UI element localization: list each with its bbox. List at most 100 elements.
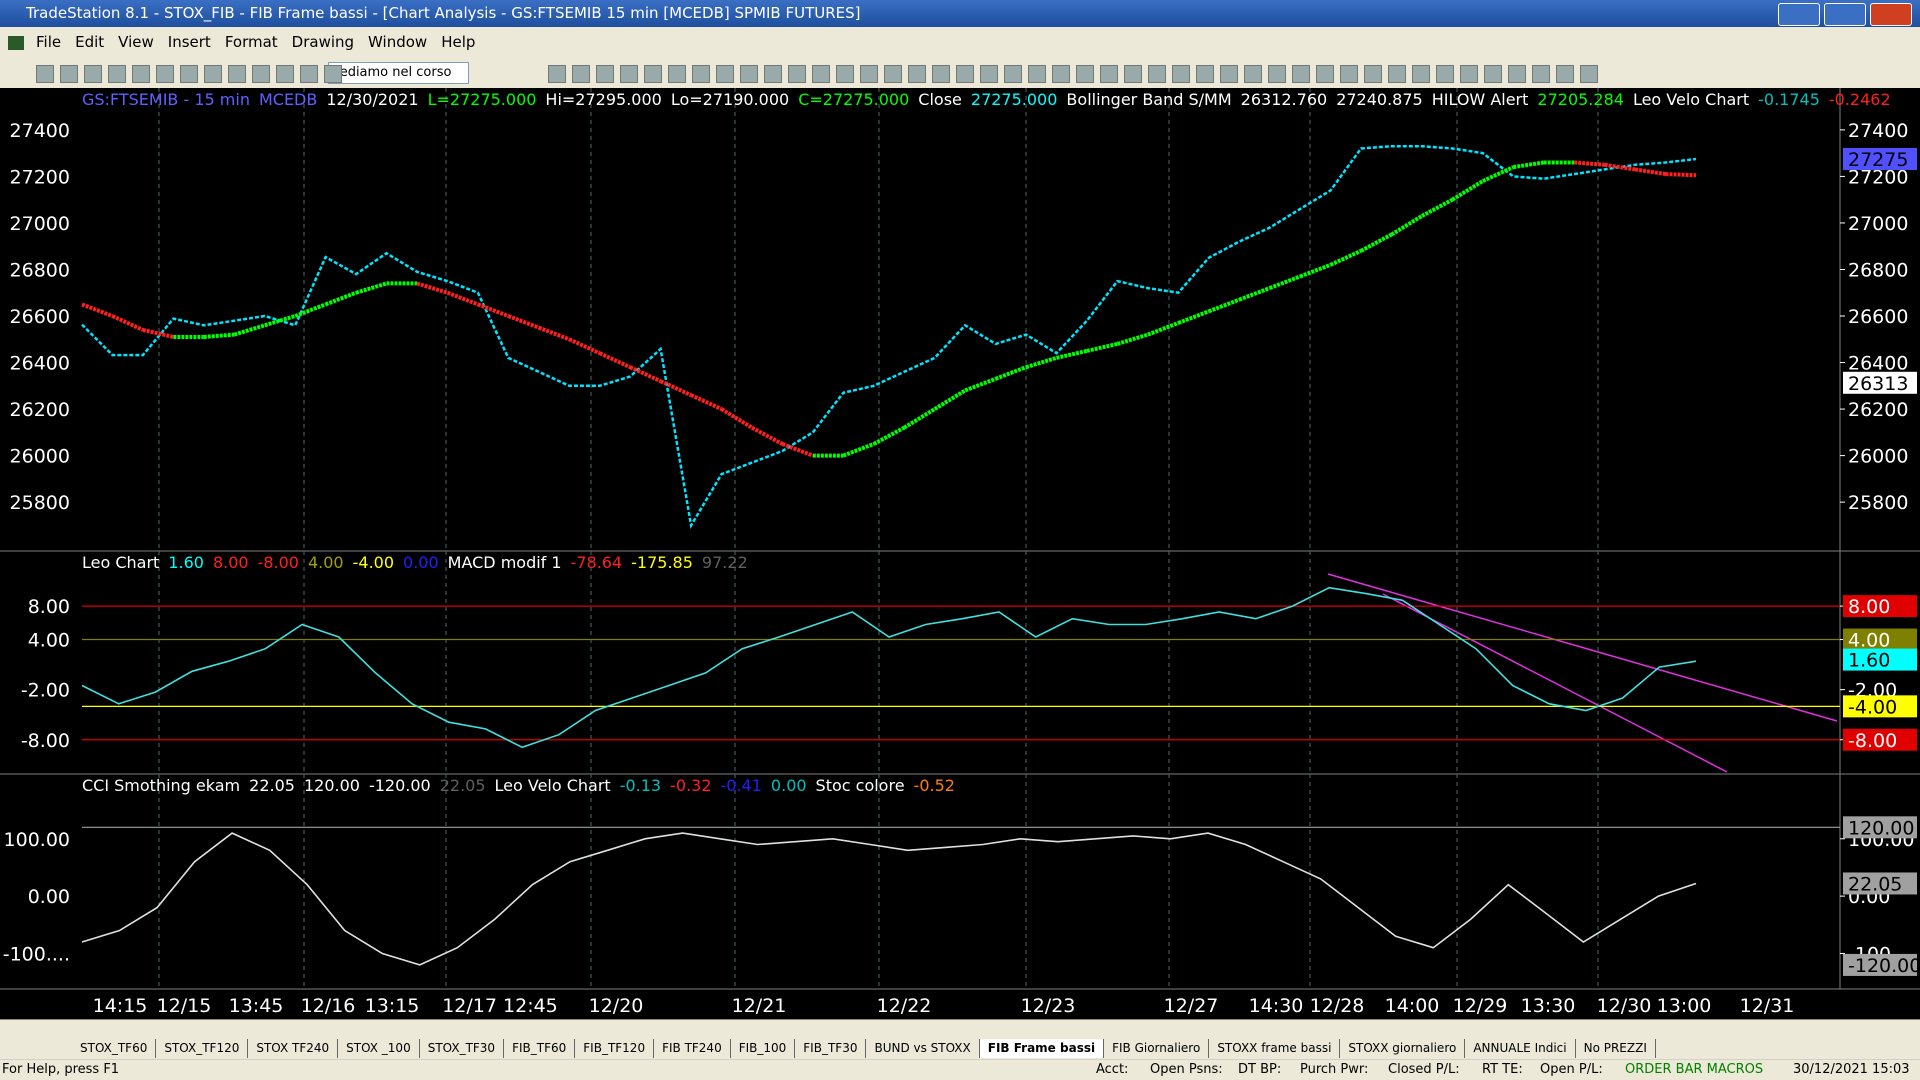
tool-button[interactable] xyxy=(1532,65,1550,83)
price-badge xyxy=(1843,816,1917,839)
sheet-tab[interactable]: STOX_TF120 xyxy=(156,1039,249,1058)
tool-button[interactable] xyxy=(884,65,902,83)
window-button[interactable] xyxy=(1778,3,1820,26)
sheet-tab[interactable]: FIB TF240 xyxy=(654,1039,731,1058)
tool-button[interactable] xyxy=(204,65,222,83)
tool-button[interactable] xyxy=(1460,65,1478,83)
sheet-tab[interactable]: FIB Giornaliero xyxy=(1104,1039,1210,1058)
tool-button[interactable] xyxy=(324,65,342,83)
tool-button[interactable] xyxy=(1412,65,1430,83)
tool-button[interactable] xyxy=(1508,65,1526,83)
price-badge-label: 22.05 xyxy=(1848,873,1902,895)
tool-button[interactable] xyxy=(1004,65,1022,83)
menu-item[interactable]: Drawing xyxy=(291,33,355,51)
sheet-tab[interactable]: BUND vs STOXX xyxy=(866,1039,980,1058)
menu-item[interactable]: Insert xyxy=(167,33,211,51)
tool-button[interactable] xyxy=(860,65,878,83)
menu-item[interactable]: Edit xyxy=(75,33,105,51)
tool-button[interactable] xyxy=(252,65,270,83)
tool-button[interactable] xyxy=(740,65,758,83)
tool-button[interactable] xyxy=(300,65,318,83)
scrollbar[interactable] xyxy=(0,1019,1920,1039)
tool-button[interactable] xyxy=(716,65,734,83)
menu-item[interactable]: File xyxy=(36,33,62,51)
tool-button[interactable] xyxy=(836,65,854,83)
sheet-tab[interactable]: STOXX giornaliero xyxy=(1340,1039,1466,1058)
tool-button[interactable] xyxy=(812,65,830,83)
indicator-line xyxy=(81,586,1697,749)
tool-button[interactable] xyxy=(1580,65,1598,83)
tool-button[interactable] xyxy=(548,65,566,83)
tool-button[interactable] xyxy=(1292,65,1310,83)
sheet-tab[interactable]: FIB_TF120 xyxy=(575,1039,655,1058)
sheet-tab[interactable]: No PREZZI xyxy=(1576,1039,1656,1058)
sheet-tab[interactable]: STOX_TF60 xyxy=(72,1039,157,1058)
tool-button[interactable] xyxy=(156,65,174,83)
x-tick-label: 14:30 xyxy=(1249,995,1304,1017)
tool-button[interactable] xyxy=(180,65,198,83)
tool-button[interactable] xyxy=(1556,65,1574,83)
menu-item[interactable]: View xyxy=(118,33,154,51)
window-button[interactable] xyxy=(1870,3,1912,26)
tool-button[interactable] xyxy=(1244,65,1262,83)
sheet-tab[interactable]: FIB_TF60 xyxy=(504,1039,576,1058)
sheet-tab[interactable]: STOXX frame bassi xyxy=(1209,1039,1341,1058)
tool-button[interactable] xyxy=(1316,65,1334,83)
tool-button[interactable] xyxy=(572,65,590,83)
tool-button[interactable] xyxy=(228,65,246,83)
tool-button[interactable] xyxy=(596,65,614,83)
tool-button[interactable] xyxy=(36,65,54,83)
sheet-tab[interactable]: FIB Frame bassi xyxy=(979,1039,1105,1058)
tool-button[interactable] xyxy=(1484,65,1502,83)
moving-average xyxy=(477,302,510,318)
tool-button[interactable] xyxy=(644,65,662,83)
moving-average xyxy=(872,425,906,446)
tool-button[interactable] xyxy=(956,65,974,83)
tool-button[interactable] xyxy=(1028,65,1046,83)
sheet-tab[interactable]: STOX TF240 xyxy=(248,1039,339,1058)
tool-button[interactable] xyxy=(980,65,998,83)
sheet-tab[interactable]: FIB_TF30 xyxy=(795,1039,867,1058)
tool-button[interactable] xyxy=(764,65,782,83)
menu-item[interactable]: Format xyxy=(224,33,278,51)
y-tick-label: 27400 xyxy=(10,120,70,142)
x-tick-label: 12/22 xyxy=(877,995,932,1017)
tool-button[interactable] xyxy=(132,65,150,83)
menu-item[interactable]: Help xyxy=(441,33,476,51)
tool-button[interactable] xyxy=(1340,65,1358,83)
y-tick-label: 26600 xyxy=(10,306,70,328)
sheet-tab[interactable]: ANNUALE Indici xyxy=(1465,1039,1576,1058)
tool-button[interactable] xyxy=(692,65,710,83)
tool-button[interactable] xyxy=(1100,65,1118,83)
x-tick-label: 13:45 xyxy=(229,995,284,1017)
combo-box[interactable]: vediamo nel corso xyxy=(328,62,469,84)
tool-button[interactable] xyxy=(788,65,806,83)
moving-average xyxy=(781,442,814,458)
sheet-tab[interactable]: STOX _100 xyxy=(338,1039,420,1058)
tool-button[interactable] xyxy=(620,65,638,83)
tool-button[interactable] xyxy=(668,65,686,83)
window-button[interactable] xyxy=(1824,3,1866,26)
tool-button[interactable] xyxy=(108,65,126,83)
tool-button[interactable] xyxy=(1436,65,1454,83)
tool-button[interactable] xyxy=(1148,65,1166,83)
tool-button[interactable] xyxy=(932,65,950,83)
tool-button[interactable] xyxy=(1124,65,1142,83)
sheet-tab[interactable]: FIB_100 xyxy=(731,1039,796,1058)
tool-button[interactable] xyxy=(1388,65,1406,83)
tool-button[interactable] xyxy=(1052,65,1070,83)
tool-button[interactable] xyxy=(1268,65,1286,83)
header-item: C=27275.000 xyxy=(798,90,910,109)
tool-button[interactable] xyxy=(1364,65,1382,83)
tool-button[interactable] xyxy=(84,65,102,83)
tool-button[interactable] xyxy=(1076,65,1094,83)
tool-button[interactable] xyxy=(1172,65,1190,83)
y-tick-label: 26200 xyxy=(10,399,70,421)
tool-button[interactable] xyxy=(908,65,926,83)
menu-item[interactable]: Window xyxy=(368,33,428,51)
tool-button[interactable] xyxy=(1220,65,1238,83)
sheet-tab[interactable]: STOX_TF30 xyxy=(420,1039,505,1058)
tool-button[interactable] xyxy=(60,65,78,83)
tool-button[interactable] xyxy=(1196,65,1214,83)
tool-button[interactable] xyxy=(276,65,294,83)
